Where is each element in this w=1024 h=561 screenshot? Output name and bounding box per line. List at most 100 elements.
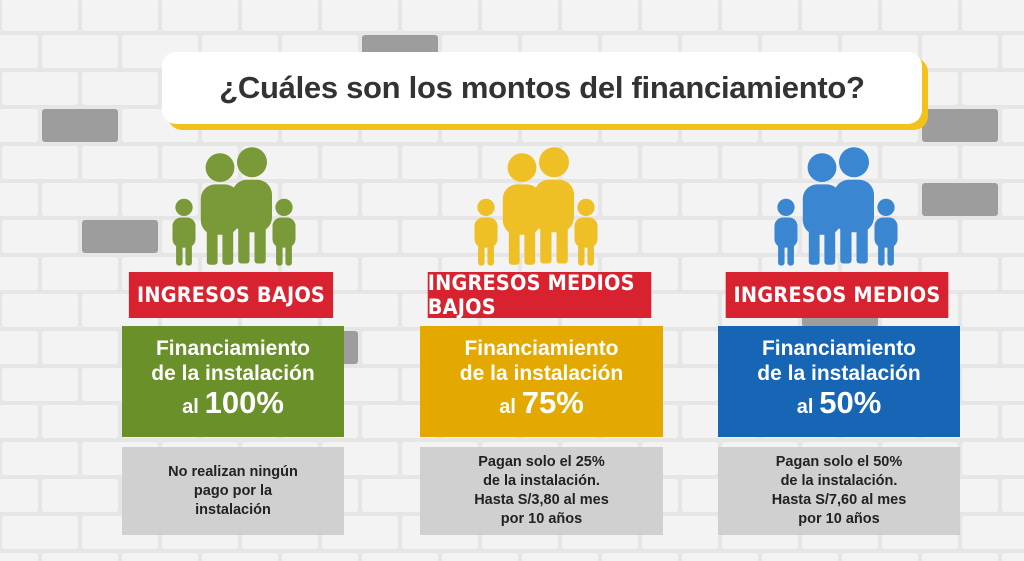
brick [362, 183, 438, 216]
income-label: INGRESOS BAJOS [128, 272, 334, 318]
brick [322, 220, 398, 253]
leg [276, 241, 283, 266]
brick [42, 553, 118, 561]
brick [922, 109, 998, 142]
leg [478, 241, 485, 266]
body [774, 217, 798, 248]
head [477, 198, 495, 216]
brick [922, 183, 998, 216]
brick [842, 553, 918, 561]
brick [362, 257, 438, 290]
brick [2, 72, 78, 105]
brick [1002, 257, 1024, 290]
body [834, 179, 874, 233]
note-text: por 10 años [798, 511, 880, 527]
brick [2, 220, 78, 253]
financing-box: Financiamiento de la instalación al 100% [122, 326, 344, 437]
brick [0, 183, 38, 216]
brick [362, 405, 438, 438]
leg [778, 241, 785, 266]
brick [82, 220, 158, 253]
financing-percent-line: al 50% [718, 387, 960, 420]
financing-box: Financiamiento de la instalación al 50% [718, 326, 960, 437]
percent: 50% [819, 385, 882, 420]
brick [42, 257, 118, 290]
brick [722, 0, 798, 31]
brick [642, 0, 718, 31]
brick [642, 146, 718, 179]
income-label: INGRESOS MEDIOS [725, 272, 949, 318]
brick [1002, 405, 1024, 438]
brick [2, 368, 78, 401]
leg [285, 241, 292, 266]
head [205, 153, 235, 182]
body [874, 217, 898, 248]
body [802, 184, 842, 235]
brick [42, 183, 118, 216]
head [807, 153, 837, 182]
brick [682, 183, 758, 216]
percent: 75% [521, 385, 584, 420]
title-box: ¿Cuáles son los montos del financiamient… [162, 52, 922, 124]
body [574, 217, 598, 248]
brick [602, 183, 678, 216]
brick [922, 553, 998, 561]
income-label: INGRESOS MEDIOS BAJOS [427, 271, 652, 319]
brick [42, 479, 118, 512]
body [200, 184, 240, 235]
brick [402, 146, 478, 179]
financing-percent-line: al 75% [420, 387, 663, 420]
brick [0, 553, 38, 561]
brick [82, 0, 158, 31]
note-text: No realizan ningún [168, 463, 298, 480]
brick [282, 183, 358, 216]
body [232, 179, 272, 233]
brick [882, 220, 958, 253]
brick [82, 146, 158, 179]
leg [887, 241, 894, 266]
brick [2, 516, 78, 549]
body [502, 184, 542, 235]
brick [722, 146, 798, 179]
brick [322, 146, 398, 179]
body [272, 217, 296, 248]
brick [162, 0, 238, 31]
brick [962, 220, 1024, 253]
brick [42, 405, 118, 438]
brick [762, 553, 838, 561]
head [577, 198, 595, 216]
brick [282, 553, 358, 561]
percent-prefix: al [796, 396, 814, 418]
leg [824, 224, 836, 265]
note-text: Hasta S/3,80 al mes [474, 492, 609, 508]
brick [0, 331, 38, 364]
brick [322, 0, 398, 31]
head [507, 153, 537, 182]
leg [206, 224, 218, 265]
note-text: pago por la [193, 482, 273, 499]
brick [682, 553, 758, 561]
brick [2, 294, 78, 327]
brick [882, 0, 958, 31]
leg [878, 241, 885, 266]
head [877, 198, 895, 216]
leg [185, 241, 192, 266]
brick [42, 109, 118, 142]
financing-percent-line: al 100% [122, 387, 344, 420]
brick [402, 0, 478, 31]
financing-text: de la instalación [151, 362, 315, 385]
brick [1002, 183, 1024, 216]
leg [587, 241, 594, 266]
brick [122, 553, 198, 561]
percent: 100% [204, 385, 284, 420]
head [175, 198, 193, 216]
leg [787, 241, 794, 266]
brick [362, 331, 438, 364]
brick [1002, 553, 1024, 561]
title: ¿Cuáles son los montos del financiamient… [219, 70, 865, 105]
brick [0, 35, 38, 68]
leg [578, 241, 585, 266]
brick [362, 479, 438, 512]
family-icon [172, 147, 296, 266]
brick [202, 553, 278, 561]
